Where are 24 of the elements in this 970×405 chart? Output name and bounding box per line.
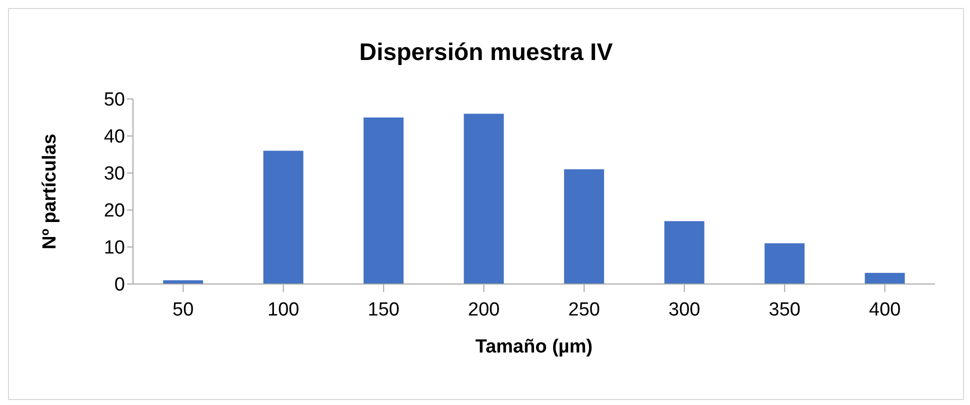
- x-tick-label: 50: [172, 299, 194, 320]
- bar: [664, 221, 704, 284]
- y-tick-label: 0: [114, 274, 125, 296]
- x-tick-label: 350: [768, 299, 800, 320]
- bar: [564, 169, 604, 284]
- x-tick-label: 150: [368, 299, 400, 320]
- bar: [764, 243, 805, 284]
- bar: [464, 114, 504, 284]
- x-tick-label: 100: [268, 299, 300, 320]
- chart-title: Dispersión muestra IV: [358, 39, 614, 67]
- x-tick-label: 250: [568, 299, 600, 320]
- y-tick-label: 50: [104, 90, 125, 111]
- y-tick-label: 40: [104, 126, 125, 148]
- x-tick-label: 300: [668, 299, 700, 320]
- x-tick-label: 200: [468, 299, 500, 320]
- x-tick-label: 400: [869, 299, 901, 320]
- bar: [263, 150, 304, 284]
- y-tick-label: 10: [104, 238, 125, 259]
- y-tick-label: 30: [104, 164, 125, 185]
- bar: [864, 272, 905, 284]
- bar: [364, 118, 404, 284]
- y-axis-title: Nº partículas: [40, 134, 61, 250]
- x-axis-title: Tamaño (µm): [475, 336, 593, 358]
- y-tick-label: 20: [104, 200, 125, 222]
